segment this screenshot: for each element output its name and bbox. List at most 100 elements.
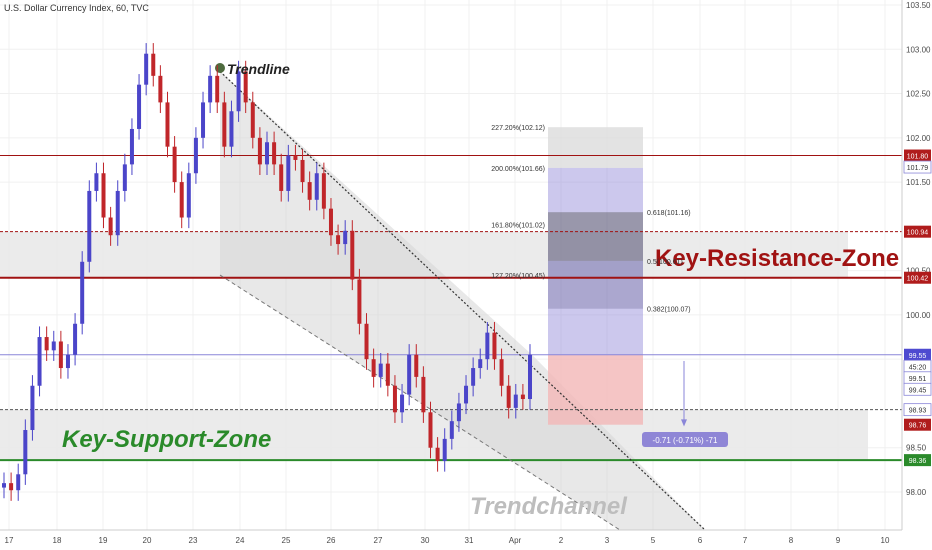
candle-body bbox=[222, 102, 227, 147]
candle-body bbox=[30, 385, 35, 431]
price-tick: 102.50 bbox=[906, 90, 931, 99]
price-badge bbox=[904, 418, 931, 431]
candle-body bbox=[364, 323, 369, 360]
candle-body bbox=[165, 102, 170, 147]
candle-body bbox=[2, 483, 6, 488]
candle-body bbox=[108, 217, 113, 236]
candle-body bbox=[115, 190, 120, 236]
level-lines bbox=[0, 63, 902, 531]
price-badge bbox=[904, 225, 931, 238]
candle-body bbox=[250, 102, 255, 138]
time-tick: 3 bbox=[605, 536, 610, 545]
candle-body bbox=[179, 182, 184, 218]
candle-body bbox=[307, 182, 312, 200]
projection-box bbox=[548, 127, 643, 425]
candle-body bbox=[23, 430, 28, 475]
candle-body bbox=[421, 376, 426, 413]
candle-body bbox=[293, 155, 298, 160]
candle-body bbox=[428, 412, 433, 448]
candle-body bbox=[392, 385, 397, 413]
candle-body bbox=[499, 359, 504, 386]
candle-body bbox=[9, 483, 14, 491]
candle-body bbox=[286, 155, 291, 191]
fib-label: 127.20%(100.45) bbox=[491, 273, 545, 280]
time-tick: 8 bbox=[789, 536, 794, 545]
candle-body bbox=[58, 341, 63, 369]
candle-body bbox=[51, 341, 56, 351]
price-tick: 102.00 bbox=[906, 134, 931, 143]
candle-body bbox=[343, 230, 348, 245]
time-tick: 30 bbox=[421, 536, 430, 545]
price-badge-text: 100.42 bbox=[907, 276, 929, 283]
candle-body bbox=[336, 235, 341, 245]
fib-label: 0.618(101.16) bbox=[647, 210, 691, 217]
candle-body bbox=[520, 394, 525, 400]
price-tick: 103.00 bbox=[906, 45, 931, 54]
trendline bbox=[219, 70, 706, 531]
time-tick: 20 bbox=[143, 536, 152, 545]
candle-body bbox=[357, 279, 362, 324]
candle-body bbox=[73, 323, 78, 355]
candle-body bbox=[144, 53, 149, 85]
fib-label: 0.382(100.07) bbox=[647, 307, 691, 314]
channel-label: Trendchannel bbox=[470, 493, 628, 520]
price-badge bbox=[903, 403, 932, 417]
time-tick: 19 bbox=[99, 536, 108, 545]
candle-body bbox=[378, 363, 383, 377]
time-tick: 18 bbox=[53, 536, 62, 545]
candles bbox=[2, 43, 532, 501]
annotations: Trendline Key-Resistance-Zone Key-Support-… bbox=[62, 61, 899, 520]
fib-label: 227.20%(102.12) bbox=[491, 125, 545, 132]
candle-body bbox=[435, 447, 440, 462]
measure-arrow-head bbox=[681, 419, 687, 427]
candle-body bbox=[37, 337, 42, 386]
price-badge-text: 99.55 bbox=[909, 353, 927, 360]
candle-body bbox=[528, 354, 532, 400]
candle-body bbox=[201, 102, 206, 138]
time-tick: 7 bbox=[743, 536, 748, 545]
price-badge-text: 45:20 bbox=[909, 364, 927, 371]
candle-body bbox=[101, 173, 106, 218]
price-badge bbox=[903, 382, 932, 396]
candle-body bbox=[265, 142, 269, 165]
candle-body bbox=[44, 337, 49, 351]
price-badge bbox=[904, 149, 931, 162]
fib-label: 161.80%(101.02) bbox=[491, 223, 545, 230]
price-badge-text: 101.80 bbox=[907, 154, 929, 161]
time-tick: Apr bbox=[509, 536, 522, 545]
candle-body bbox=[257, 137, 262, 165]
candle-body bbox=[137, 84, 142, 129]
candle-body bbox=[300, 159, 305, 183]
symbol-title: U.S. Dollar Currency Index, 60, TVC bbox=[4, 3, 149, 13]
time-axis: 17 18 19 20 23 24 25 26 27 30 31 Apr 2 3 5 6 7 8 9 10 bbox=[0, 529, 902, 545]
candle-body bbox=[122, 164, 127, 191]
candle-body bbox=[193, 137, 198, 174]
candle-body bbox=[400, 394, 405, 413]
candle-body bbox=[87, 190, 92, 262]
candle-body bbox=[407, 354, 412, 395]
time-tick: 26 bbox=[327, 536, 336, 545]
price-badge-text: 99.51 bbox=[909, 376, 927, 383]
candle-body bbox=[16, 474, 21, 491]
candle-body bbox=[513, 394, 518, 408]
candle-body bbox=[65, 354, 70, 369]
price-tick: 98.00 bbox=[906, 488, 927, 497]
time-tick: 5 bbox=[651, 536, 656, 545]
candle-body bbox=[151, 53, 156, 76]
price-badge-text: 98.76 bbox=[909, 423, 927, 430]
time-tick: 27 bbox=[374, 536, 383, 545]
price-badge-text: 99.45 bbox=[909, 387, 927, 394]
measure-label: -0.71 (-0.71%) -71 bbox=[653, 436, 718, 445]
fib-label: 200.00%(101.66) bbox=[491, 166, 545, 173]
time-tick: 31 bbox=[465, 536, 474, 545]
time-tick: 23 bbox=[189, 536, 198, 545]
target-zone bbox=[548, 167, 643, 355]
candle-body bbox=[80, 261, 85, 324]
price-badge bbox=[904, 271, 931, 284]
candle-body bbox=[350, 230, 355, 280]
trendline-anchor bbox=[215, 63, 225, 73]
resistance-label: Key-Resistance-Zone bbox=[655, 245, 899, 272]
candle-body bbox=[449, 421, 454, 439]
candle-body bbox=[129, 128, 134, 165]
price-badge bbox=[903, 160, 932, 174]
